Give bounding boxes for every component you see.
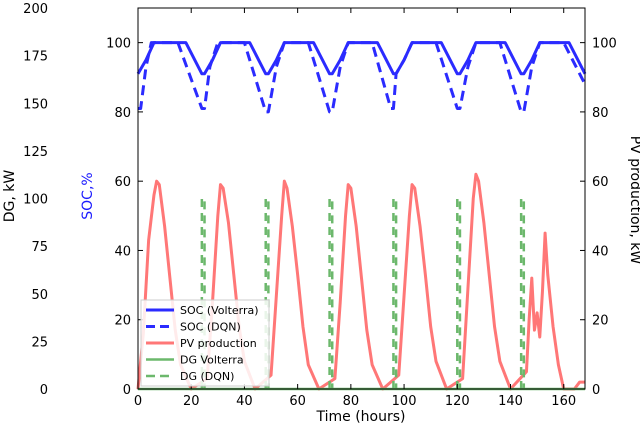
soc-tick-label: 100 bbox=[106, 37, 131, 52]
legend: SOC (Volterra) SOC (DQN) PV production DG V… bbox=[140, 299, 270, 387]
soc-tick-label: 40 bbox=[114, 244, 131, 259]
soc-axis-label: SOC,% bbox=[80, 172, 96, 219]
legend-label-pv-production: PV production bbox=[180, 337, 257, 350]
pv-tick-label: 40 bbox=[592, 244, 609, 259]
legend-entries: SOC (Volterra) SOC (DQN) PV production DG V… bbox=[146, 304, 259, 383]
x-tick-label: 0 bbox=[134, 394, 142, 409]
pv-tick-label: 20 bbox=[592, 314, 609, 329]
soc-tick-label: 0 bbox=[123, 383, 131, 398]
x-axis-label: Time (hours) bbox=[316, 409, 406, 425]
x-tick-label: 100 bbox=[392, 394, 417, 409]
soc-tick-label: 80 bbox=[114, 106, 131, 121]
x-tick-label: 120 bbox=[445, 394, 470, 409]
x-tick-label: 140 bbox=[498, 394, 523, 409]
dg-axis-label: DG, kW bbox=[2, 170, 18, 223]
dg-tick-label: 100 bbox=[23, 193, 48, 208]
ticks-layer: 0 20 40 60 80 100 120 140 160 0 25 50 75 100 125 150 175… bbox=[23, 2, 617, 409]
legend-label-dg-volterra: DG Volterra bbox=[180, 354, 244, 367]
x-tick-label: 40 bbox=[236, 394, 253, 409]
dg-dqn-pulse bbox=[519, 197, 526, 389]
pv-axis-label: PV production, kW bbox=[627, 136, 640, 265]
soc-volterra-line bbox=[136, 41, 587, 76]
dg-tick-label: 50 bbox=[31, 288, 48, 303]
dg-tick-label: 125 bbox=[23, 145, 48, 160]
dg-tick-label: 75 bbox=[31, 240, 48, 255]
dg-dqn-pulse bbox=[328, 197, 334, 389]
x-tick-label: 60 bbox=[289, 394, 306, 409]
soc-tick-label: 60 bbox=[114, 175, 131, 190]
legend-label-soc-dqn: SOC (DQN) bbox=[180, 321, 241, 334]
dg-tick-label: 150 bbox=[23, 97, 48, 112]
legend-box bbox=[140, 299, 270, 387]
legend-label-dg-dqn: DG (DQN) bbox=[180, 370, 234, 383]
dg-tick-label: 0 bbox=[40, 383, 48, 398]
dg-tick-label: 200 bbox=[23, 2, 48, 17]
x-tick-label: 160 bbox=[551, 394, 576, 409]
pv-tick-label: 60 bbox=[592, 175, 609, 190]
dg-dqn-pulse bbox=[392, 197, 398, 389]
dg-tick-label: 25 bbox=[31, 335, 48, 350]
x-tick-label: 80 bbox=[343, 394, 360, 409]
dg-dqn-pulse bbox=[456, 197, 462, 389]
legend-label-soc-volterra: SOC (Volterra) bbox=[180, 304, 259, 317]
pv-tick-label: 80 bbox=[592, 106, 609, 121]
pv-tick-label: 0 bbox=[592, 383, 600, 398]
pv-production-line bbox=[136, 172, 585, 391]
plot-frame bbox=[137, 7, 586, 390]
pv-tick-label: 100 bbox=[592, 37, 617, 52]
soc-tick-label: 20 bbox=[114, 314, 131, 329]
soc-dqn-line bbox=[138, 41, 587, 114]
dg-tick-label: 175 bbox=[23, 50, 48, 65]
x-tick-label: 20 bbox=[183, 394, 200, 409]
